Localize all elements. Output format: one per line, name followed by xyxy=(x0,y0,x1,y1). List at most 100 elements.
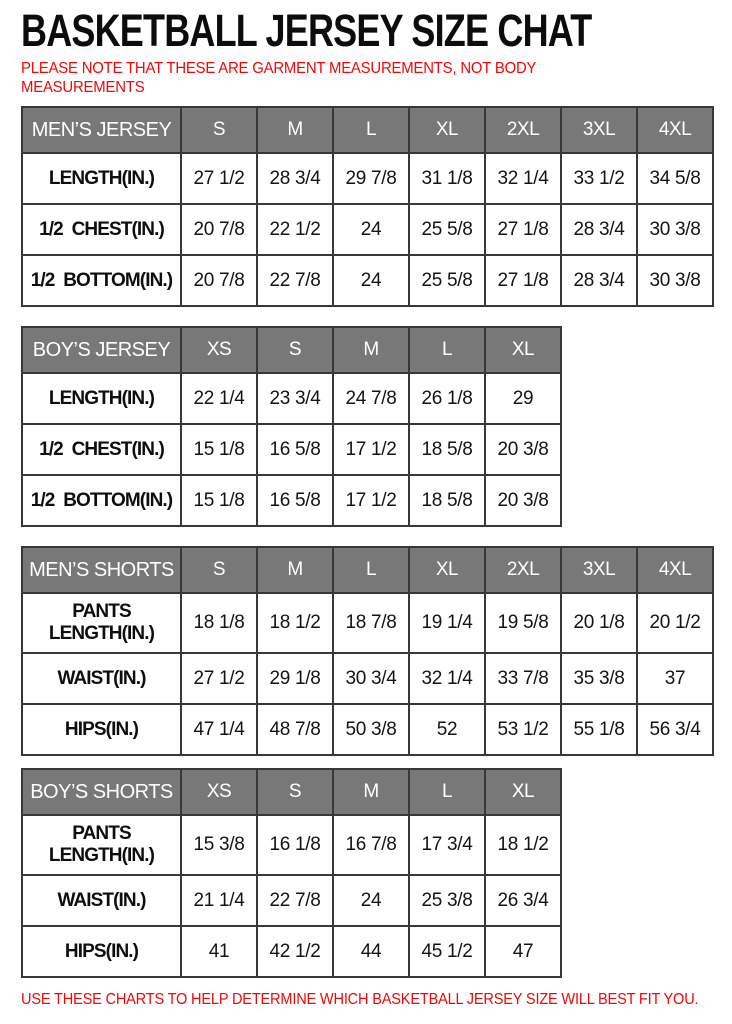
measurement-cell: 16 1/8 xyxy=(256,814,334,876)
measurement-cell: 30 3/4 xyxy=(332,652,410,705)
measurement-row: 1/2 BOTTOM(IN.) 15 1/8 16 5/8 17 1/2 18 5/8 2… xyxy=(21,474,562,527)
size-header-cell: 2XL xyxy=(484,546,562,594)
measurement-row: 1/2 CHEST(IN.) 20 7/8 22 1/2 24 25 5/8 27 1/8… xyxy=(21,203,714,256)
measurement-cell: 30 3/8 xyxy=(636,254,714,307)
table-title-cell: BOY’S SHORTS xyxy=(21,768,182,816)
row-label-cell: 1/2 CHEST(IN.) xyxy=(21,423,182,476)
mens-shorts-size-table: MEN’S SHORTS S M L XL 2XL 3XL 4XL PANTS LENGTH(I… xyxy=(21,546,714,756)
measurement-cell: 44 xyxy=(332,925,410,978)
size-header-cell: 4XL xyxy=(636,546,714,594)
row-label-cell: 1/2 BOTTOM(IN.) xyxy=(21,254,182,307)
measurement-cell: 28 3/4 xyxy=(560,203,638,256)
measurement-cell: 23 3/4 xyxy=(256,372,334,425)
measurement-cell: 17 1/2 xyxy=(332,474,410,527)
measurement-cell: 22 7/8 xyxy=(256,254,334,307)
measurement-cell: 45 1/2 xyxy=(408,925,486,978)
row-label-cell: HIPS(IN.) xyxy=(21,703,182,756)
measurement-cell: 41 xyxy=(180,925,258,978)
measurement-cell: 29 7/8 xyxy=(332,152,410,205)
garment-measurement-note: PLEASE NOTE THAT THESE ARE GARMENT MEASU… xyxy=(21,59,682,97)
measurement-cell: 15 1/8 xyxy=(180,474,258,527)
size-header-cell: M xyxy=(256,546,334,594)
row-label-cell: 1/2 BOTTOM(IN.) xyxy=(21,474,182,527)
measurement-cell: 20 3/8 xyxy=(484,423,562,476)
measurement-cell: 27 1/8 xyxy=(484,254,562,307)
note-line-2: MEASUREMENTS xyxy=(21,79,145,96)
measurement-cell: 22 1/4 xyxy=(180,372,258,425)
measurement-cell: 31 1/8 xyxy=(408,152,486,205)
size-header-row: MEN’S JERSEY S M L XL 2XL 3XL 4XL xyxy=(21,106,714,154)
measurement-cell: 20 7/8 xyxy=(180,203,258,256)
measurement-cell: 26 3/4 xyxy=(484,874,562,927)
measurement-row: 1/2 CHEST(IN.) 15 1/8 16 5/8 17 1/2 18 5/8 20… xyxy=(21,423,562,476)
measurement-row: PANTS LENGTH(IN.) 15 3/8 16 1/8 16 7/8 17 3/… xyxy=(21,814,562,876)
row-label-cell: PANTS LENGTH(IN.) xyxy=(21,814,182,876)
measurement-cell: 42 1/2 xyxy=(256,925,334,978)
measurement-cell: 17 1/2 xyxy=(332,423,410,476)
measurement-cell: 28 3/4 xyxy=(560,254,638,307)
measurement-cell: 25 5/8 xyxy=(408,254,486,307)
size-header-cell: XS xyxy=(180,326,258,374)
boys-shorts-size-table: BOY’S SHORTS XS S M L XL PANTS LENGTH(IN.) 15 3… xyxy=(21,768,562,978)
measurement-cell: 19 1/4 xyxy=(408,592,486,654)
measurement-row: HIPS(IN.) 47 1/4 48 7/8 50 3/8 52 53 1/2 55 1/… xyxy=(21,703,714,756)
measurement-cell: 20 1/2 xyxy=(636,592,714,654)
size-header-row: BOY’S SHORTS XS S M L XL xyxy=(21,768,562,816)
size-header-cell: XL xyxy=(484,768,562,816)
measurement-cell: 22 1/2 xyxy=(256,203,334,256)
measurement-cell: 16 7/8 xyxy=(332,814,410,876)
measurement-cell: 18 1/8 xyxy=(180,592,258,654)
measurement-row: WAIST(IN.) 27 1/2 29 1/8 30 3/4 32 1/4 33 7/8… xyxy=(21,652,714,705)
measurement-cell: 53 1/2 xyxy=(484,703,562,756)
measurement-cell: 35 3/8 xyxy=(560,652,638,705)
size-header-cell: XL xyxy=(408,546,486,594)
measurement-cell: 56 3/4 xyxy=(636,703,714,756)
size-header-cell: XL xyxy=(484,326,562,374)
size-header-cell: M xyxy=(256,106,334,154)
measurement-cell: 17 3/4 xyxy=(408,814,486,876)
mens-jersey-size-table: MEN’S JERSEY S M L XL 2XL 3XL 4XL LENGTH(IN.) 27 … xyxy=(21,106,714,307)
measurement-cell: 25 3/8 xyxy=(408,874,486,927)
measurement-cell: 18 1/2 xyxy=(484,814,562,876)
measurement-cell: 24 xyxy=(332,874,410,927)
row-label-cell: LENGTH(IN.) xyxy=(21,152,182,205)
measurement-row: LENGTH(IN.) 27 1/2 28 3/4 29 7/8 31 1/8 32 1/… xyxy=(21,152,714,205)
size-header-cell: M xyxy=(332,768,410,816)
measurement-cell: 20 1/8 xyxy=(560,592,638,654)
row-label-cell: 1/2 CHEST(IN.) xyxy=(21,203,182,256)
size-header-cell: 2XL xyxy=(484,106,562,154)
measurement-cell: 15 1/8 xyxy=(180,423,258,476)
measurement-cell: 33 7/8 xyxy=(484,652,562,705)
measurement-cell: 27 1/2 xyxy=(180,652,258,705)
size-header-row: MEN’S SHORTS S M L XL 2XL 3XL 4XL xyxy=(21,546,714,594)
measurement-cell: 55 1/8 xyxy=(560,703,638,756)
row-label-cell: PANTS LENGTH(IN.) xyxy=(21,592,182,654)
size-header-cell: M xyxy=(332,326,410,374)
row-label-cell: LENGTH(IN.) xyxy=(21,372,182,425)
measurement-cell: 30 3/8 xyxy=(636,203,714,256)
size-header-cell: XS xyxy=(180,768,258,816)
measurement-cell: 18 5/8 xyxy=(408,474,486,527)
size-header-cell: 3XL xyxy=(560,546,638,594)
measurement-cell: 15 3/8 xyxy=(180,814,258,876)
measurement-cell: 33 1/2 xyxy=(560,152,638,205)
row-label-cell: HIPS(IN.) xyxy=(21,925,182,978)
size-header-cell: L xyxy=(332,106,410,154)
measurement-cell: 24 7/8 xyxy=(332,372,410,425)
size-header-cell: S xyxy=(256,768,334,816)
measurement-row: LENGTH(IN.) 22 1/4 23 3/4 24 7/8 26 1/8 29 xyxy=(21,372,562,425)
measurement-cell: 29 xyxy=(484,372,562,425)
measurement-row: PANTS LENGTH(IN.) 18 1/8 18 1/2 18 7/8 19 1/… xyxy=(21,592,714,654)
measurement-cell: 22 7/8 xyxy=(256,874,334,927)
table-title-cell: MEN’S JERSEY xyxy=(21,106,182,154)
measurement-cell: 19 5/8 xyxy=(484,592,562,654)
measurement-cell: 18 1/2 xyxy=(256,592,334,654)
measurement-cell: 32 1/4 xyxy=(408,652,486,705)
measurement-cell: 28 3/4 xyxy=(256,152,334,205)
measurement-cell: 18 5/8 xyxy=(408,423,486,476)
page-title: BASKETBALL JERSEY SIZE CHAT xyxy=(21,5,592,56)
measurement-cell: 47 1/4 xyxy=(180,703,258,756)
measurement-cell: 37 xyxy=(636,652,714,705)
measurement-row: HIPS(IN.) 41 42 1/2 44 45 1/2 47 xyxy=(21,925,562,978)
measurement-cell: 18 7/8 xyxy=(332,592,410,654)
